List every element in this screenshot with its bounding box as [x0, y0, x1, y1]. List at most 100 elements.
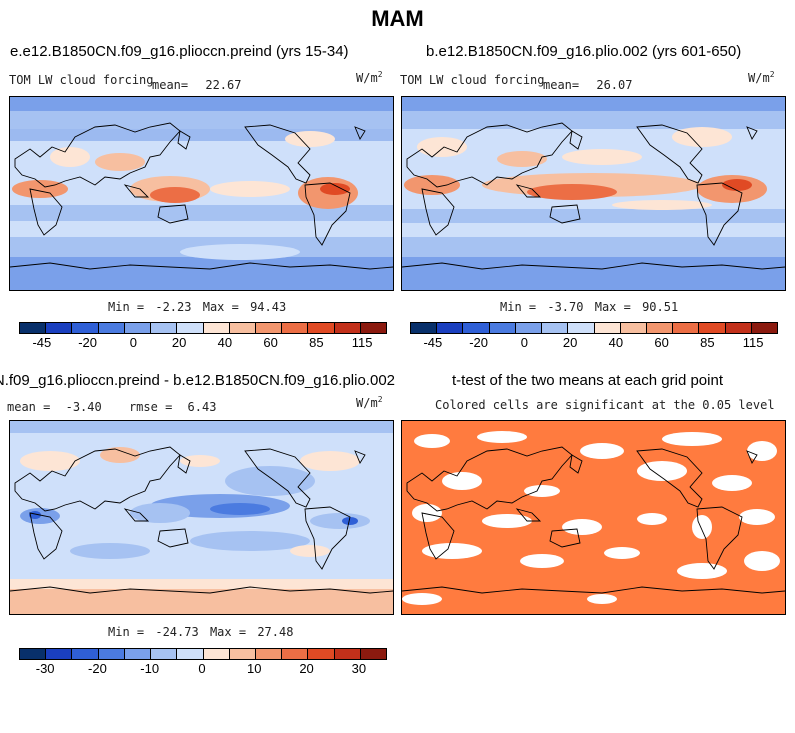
panel4-title: t-test of the two means at each grid poi… [452, 372, 723, 389]
panel2-min-label: Min = [500, 300, 537, 314]
panel3-colorbar-ticks: -30 -20 -10 0 10 20 30 [19, 661, 385, 677]
panel2-max-value: 90.51 [642, 300, 679, 314]
colorbar-swatch [725, 323, 752, 333]
colorbar-tick-label: -30 [35, 661, 55, 676]
colorbar-tick-label: 115 [351, 335, 373, 350]
panel3-units: W/m2 [356, 395, 383, 410]
panel1-units-exp: 2 [377, 70, 383, 79]
panel2-mean-value: 26.07 [596, 78, 633, 92]
colorbar-tick-label: 0 [520, 335, 528, 350]
panel3-max-value: 27.48 [257, 625, 294, 639]
colorbar-swatch [568, 323, 595, 333]
panel3-rmse-value: 6.43 [187, 400, 217, 414]
panel2-units: W/m2 [748, 70, 775, 85]
panel1-mean-value: 22.67 [205, 78, 242, 92]
panel3-units-exp: 2 [377, 395, 383, 404]
colorbar-swatch [646, 323, 674, 333]
panel3-min-label: Min = [108, 625, 145, 639]
panel3-units-base: W/m [356, 396, 378, 410]
colorbar-swatch [282, 323, 309, 333]
colorbar-tick-label: 0 [198, 661, 206, 676]
panel1-units: W/m2 [356, 70, 383, 85]
colorbar-swatch [46, 649, 73, 659]
colorbar-tick-label: 0 [129, 335, 137, 350]
colorbar-swatch [334, 323, 361, 333]
panel3-stats: mean = -3.40 rmse = 6.43 [7, 400, 216, 414]
colorbar-tick-label: 85 [309, 335, 324, 350]
colorbar-swatch [542, 323, 569, 333]
colorbar-tick-label: -20 [469, 335, 489, 350]
panel3-title-wrap: e.e12.B1850CN.f09_g16.plioccn.preind - b… [0, 372, 395, 389]
panel2-units-exp: 2 [769, 70, 775, 79]
colorbar-swatch [308, 323, 335, 333]
colorbar-swatch [437, 323, 464, 333]
panel3-mean-label: mean = [7, 400, 51, 414]
colorbar-swatch [151, 649, 178, 659]
colorbar-swatch [203, 649, 230, 659]
panel2-mean-label: mean= [543, 78, 580, 92]
panel2-minmax: Min = -3.70 Max = 90.51 [500, 300, 678, 314]
panel1-variable: TOM LW cloud forcing [9, 73, 154, 87]
panel1-min-label: Min = [108, 300, 145, 314]
colorbar-tick-label: 115 [742, 335, 764, 350]
panel2-map [401, 96, 786, 291]
colorbar-swatch [463, 323, 490, 333]
panel1-title: e.e12.B1850CN.f09_g16.plioccn.preind (yr… [10, 43, 349, 60]
colorbar-swatch [411, 323, 438, 333]
colorbar-tick-label: 20 [562, 335, 578, 350]
panel3-mean-value: -3.40 [65, 400, 102, 414]
panel1-max-label: Max = [202, 300, 239, 314]
colorbar-swatch [620, 323, 647, 333]
panel1-units-base: W/m [356, 71, 378, 85]
panel1-colorbar-ticks: -45 -20 0 20 40 60 85 115 [19, 335, 385, 351]
panel2-variable: TOM LW cloud forcing [400, 73, 545, 87]
colorbar-swatch [98, 323, 125, 333]
colorbar-swatch [594, 323, 621, 333]
panel4-subtitle: Colored cells are significant at the 0.0… [435, 398, 775, 412]
season-title: MAM [371, 6, 424, 31]
colorbar-swatch [177, 649, 204, 659]
colorbar-swatch [360, 323, 387, 333]
colorbar-swatch [98, 649, 125, 659]
colorbar-tick-label: -10 [140, 661, 160, 676]
colorbar-swatch [20, 649, 47, 659]
colorbar-swatch [46, 323, 73, 333]
colorbar-swatch [282, 649, 309, 659]
colorbar-tick-label: 60 [654, 335, 669, 350]
colorbar-tick-label: 10 [247, 661, 262, 676]
panel1-map [9, 96, 394, 291]
panel3-min-value: -24.73 [155, 625, 199, 639]
panel2-units-base: W/m [748, 71, 770, 85]
colorbar-swatch [72, 323, 99, 333]
colorbar-swatch [699, 323, 726, 333]
panel1-max-value: 94.43 [250, 300, 287, 314]
colorbar-tick-label: 85 [700, 335, 715, 350]
colorbar-tick-label: -45 [423, 335, 443, 350]
colorbar-tick-label: -20 [78, 335, 98, 350]
colorbar-swatch [308, 649, 335, 659]
colorbar-swatch [177, 323, 204, 333]
panel2-max-label: Max = [594, 300, 631, 314]
colorbar-swatch [673, 323, 700, 333]
colorbar-swatch [20, 323, 47, 333]
colorbar-swatch [203, 323, 230, 333]
colorbar-swatch [151, 323, 178, 333]
colorbar-tick-label: 20 [171, 335, 187, 350]
colorbar-swatch [124, 649, 152, 659]
panel1-minmax: Min = -2.23 Max = 94.43 [108, 300, 286, 314]
panel3-rmse-label: rmse = [128, 400, 173, 414]
colorbar-swatch [360, 649, 387, 659]
panel3-minmax: Min = -24.73 Max = 27.48 [108, 625, 293, 639]
panel4-map [401, 420, 786, 615]
panel3-map [9, 420, 394, 615]
colorbar-swatch [751, 323, 778, 333]
colorbar-tick-label: 40 [217, 335, 233, 350]
colorbar-swatch [72, 649, 99, 659]
panel3-title: e.e12.B1850CN.f09_g16.plioccn.preind - b… [0, 372, 395, 389]
colorbar-tick-label: 20 [299, 661, 314, 676]
colorbar-tick-label: -20 [88, 661, 107, 676]
panel2-min-value: -3.70 [547, 300, 584, 314]
colorbar-swatch [255, 649, 283, 659]
colorbar-swatch [229, 649, 256, 659]
panel2-mean: mean= 26.07 [543, 78, 632, 92]
